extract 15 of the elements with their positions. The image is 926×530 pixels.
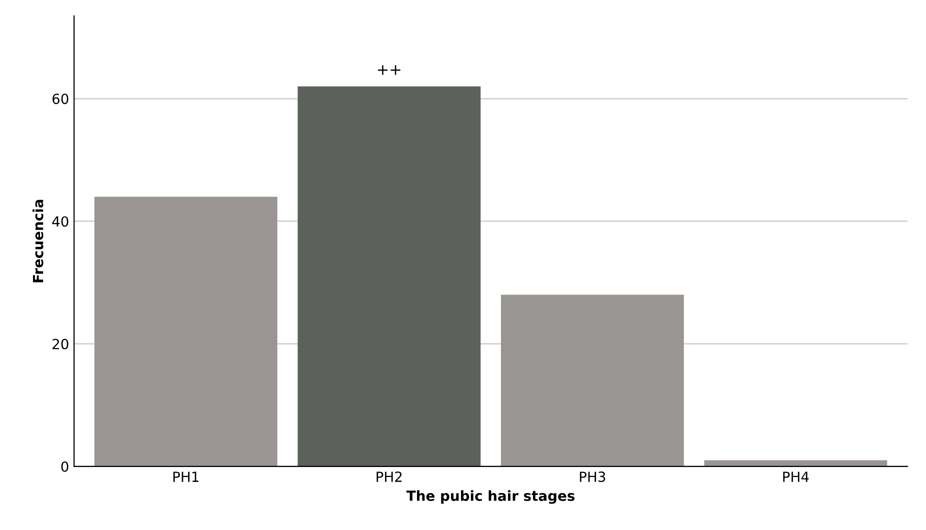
bar [704,460,888,466]
x-tick-label: PH1 [173,472,198,482]
bar [298,86,481,466]
y-axis-title: Frecuencia [32,200,44,282]
x-tick-label: PH2 [376,472,402,482]
x-tick-label: PH4 [783,472,809,482]
y-tick-label: 20 [52,338,68,350]
x-axis-title: The pubic hair stages [406,490,575,504]
bar [94,196,278,466]
y-tick-label: 40 [52,216,68,227]
x-tick-label: PH3 [580,472,606,482]
y-tick-label: 0 [61,461,68,472]
bar [500,294,684,466]
y-tick-label: 60 [52,94,68,104]
annotation: ++ [378,65,400,75]
